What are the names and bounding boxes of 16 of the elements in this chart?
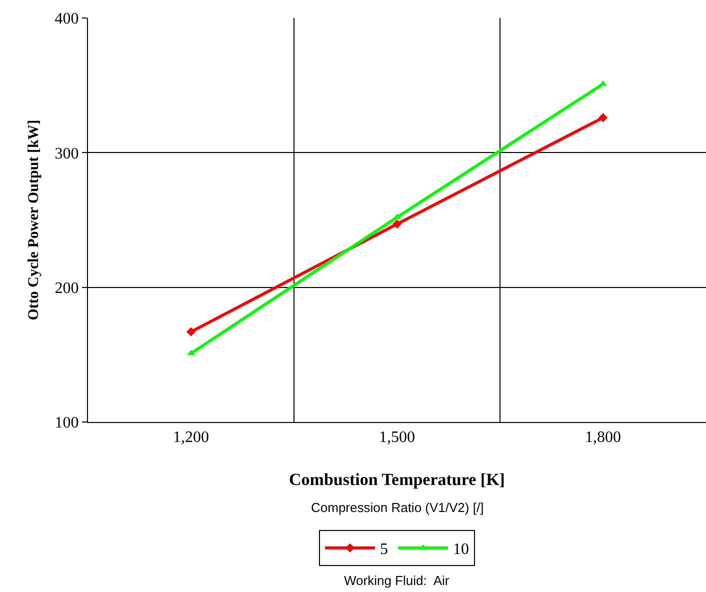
legend-label: 10 [453,541,469,558]
x-tick-label: 1,800 [585,429,621,446]
x-tick-label: 1,500 [379,429,415,446]
legend-title: Compression Ratio (V1/V2) [/] [311,500,484,515]
y-tick-label: 200 [54,280,79,297]
y-axis-title: Otto Cycle Power Output [kW] [26,120,42,320]
x-tick-label: 1,200 [173,429,209,446]
text: Working Fluid: Air [344,573,450,588]
y-tick-label: 400 [54,10,79,28]
legend-label: 5 [380,541,388,558]
point [186,327,196,336]
y-tick-label: 100 [54,414,79,432]
y-tick-label: 300 [54,145,79,162]
point [392,219,402,229]
point [598,113,608,122]
x-axis-title: Combustion Temperature [K] [289,470,505,489]
